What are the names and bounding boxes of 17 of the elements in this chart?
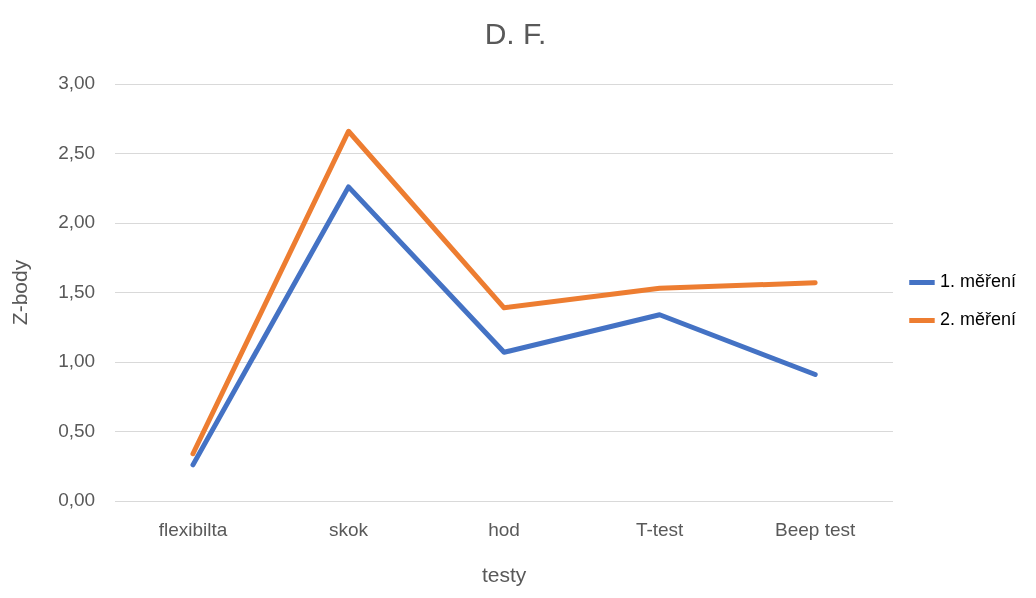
x-tick-label: skok xyxy=(328,518,369,540)
legend-label: 1. měření xyxy=(939,271,1017,292)
y-tick-label: 0,50 xyxy=(58,419,96,441)
chart-title: D. F. xyxy=(484,17,547,51)
y-tick-label: 2,50 xyxy=(58,141,96,163)
y-tick-label: 0,00 xyxy=(58,489,96,511)
y-tick-label: 1,50 xyxy=(58,280,96,302)
legend-label: 2. měření xyxy=(939,309,1017,330)
x-tick-label: flexibilta xyxy=(158,518,228,540)
y-axis-title: Z-body xyxy=(8,259,32,326)
y-tick-label: 2,00 xyxy=(58,211,96,233)
x-tick-label: T-test xyxy=(635,518,685,540)
y-tick-label: 3,00 xyxy=(58,72,96,94)
x-tick-label: hod xyxy=(488,518,520,540)
x-tick-label: Beep test xyxy=(775,518,857,540)
y-tick-label: 1,00 xyxy=(58,350,96,372)
x-axis-title: testy xyxy=(481,563,527,587)
